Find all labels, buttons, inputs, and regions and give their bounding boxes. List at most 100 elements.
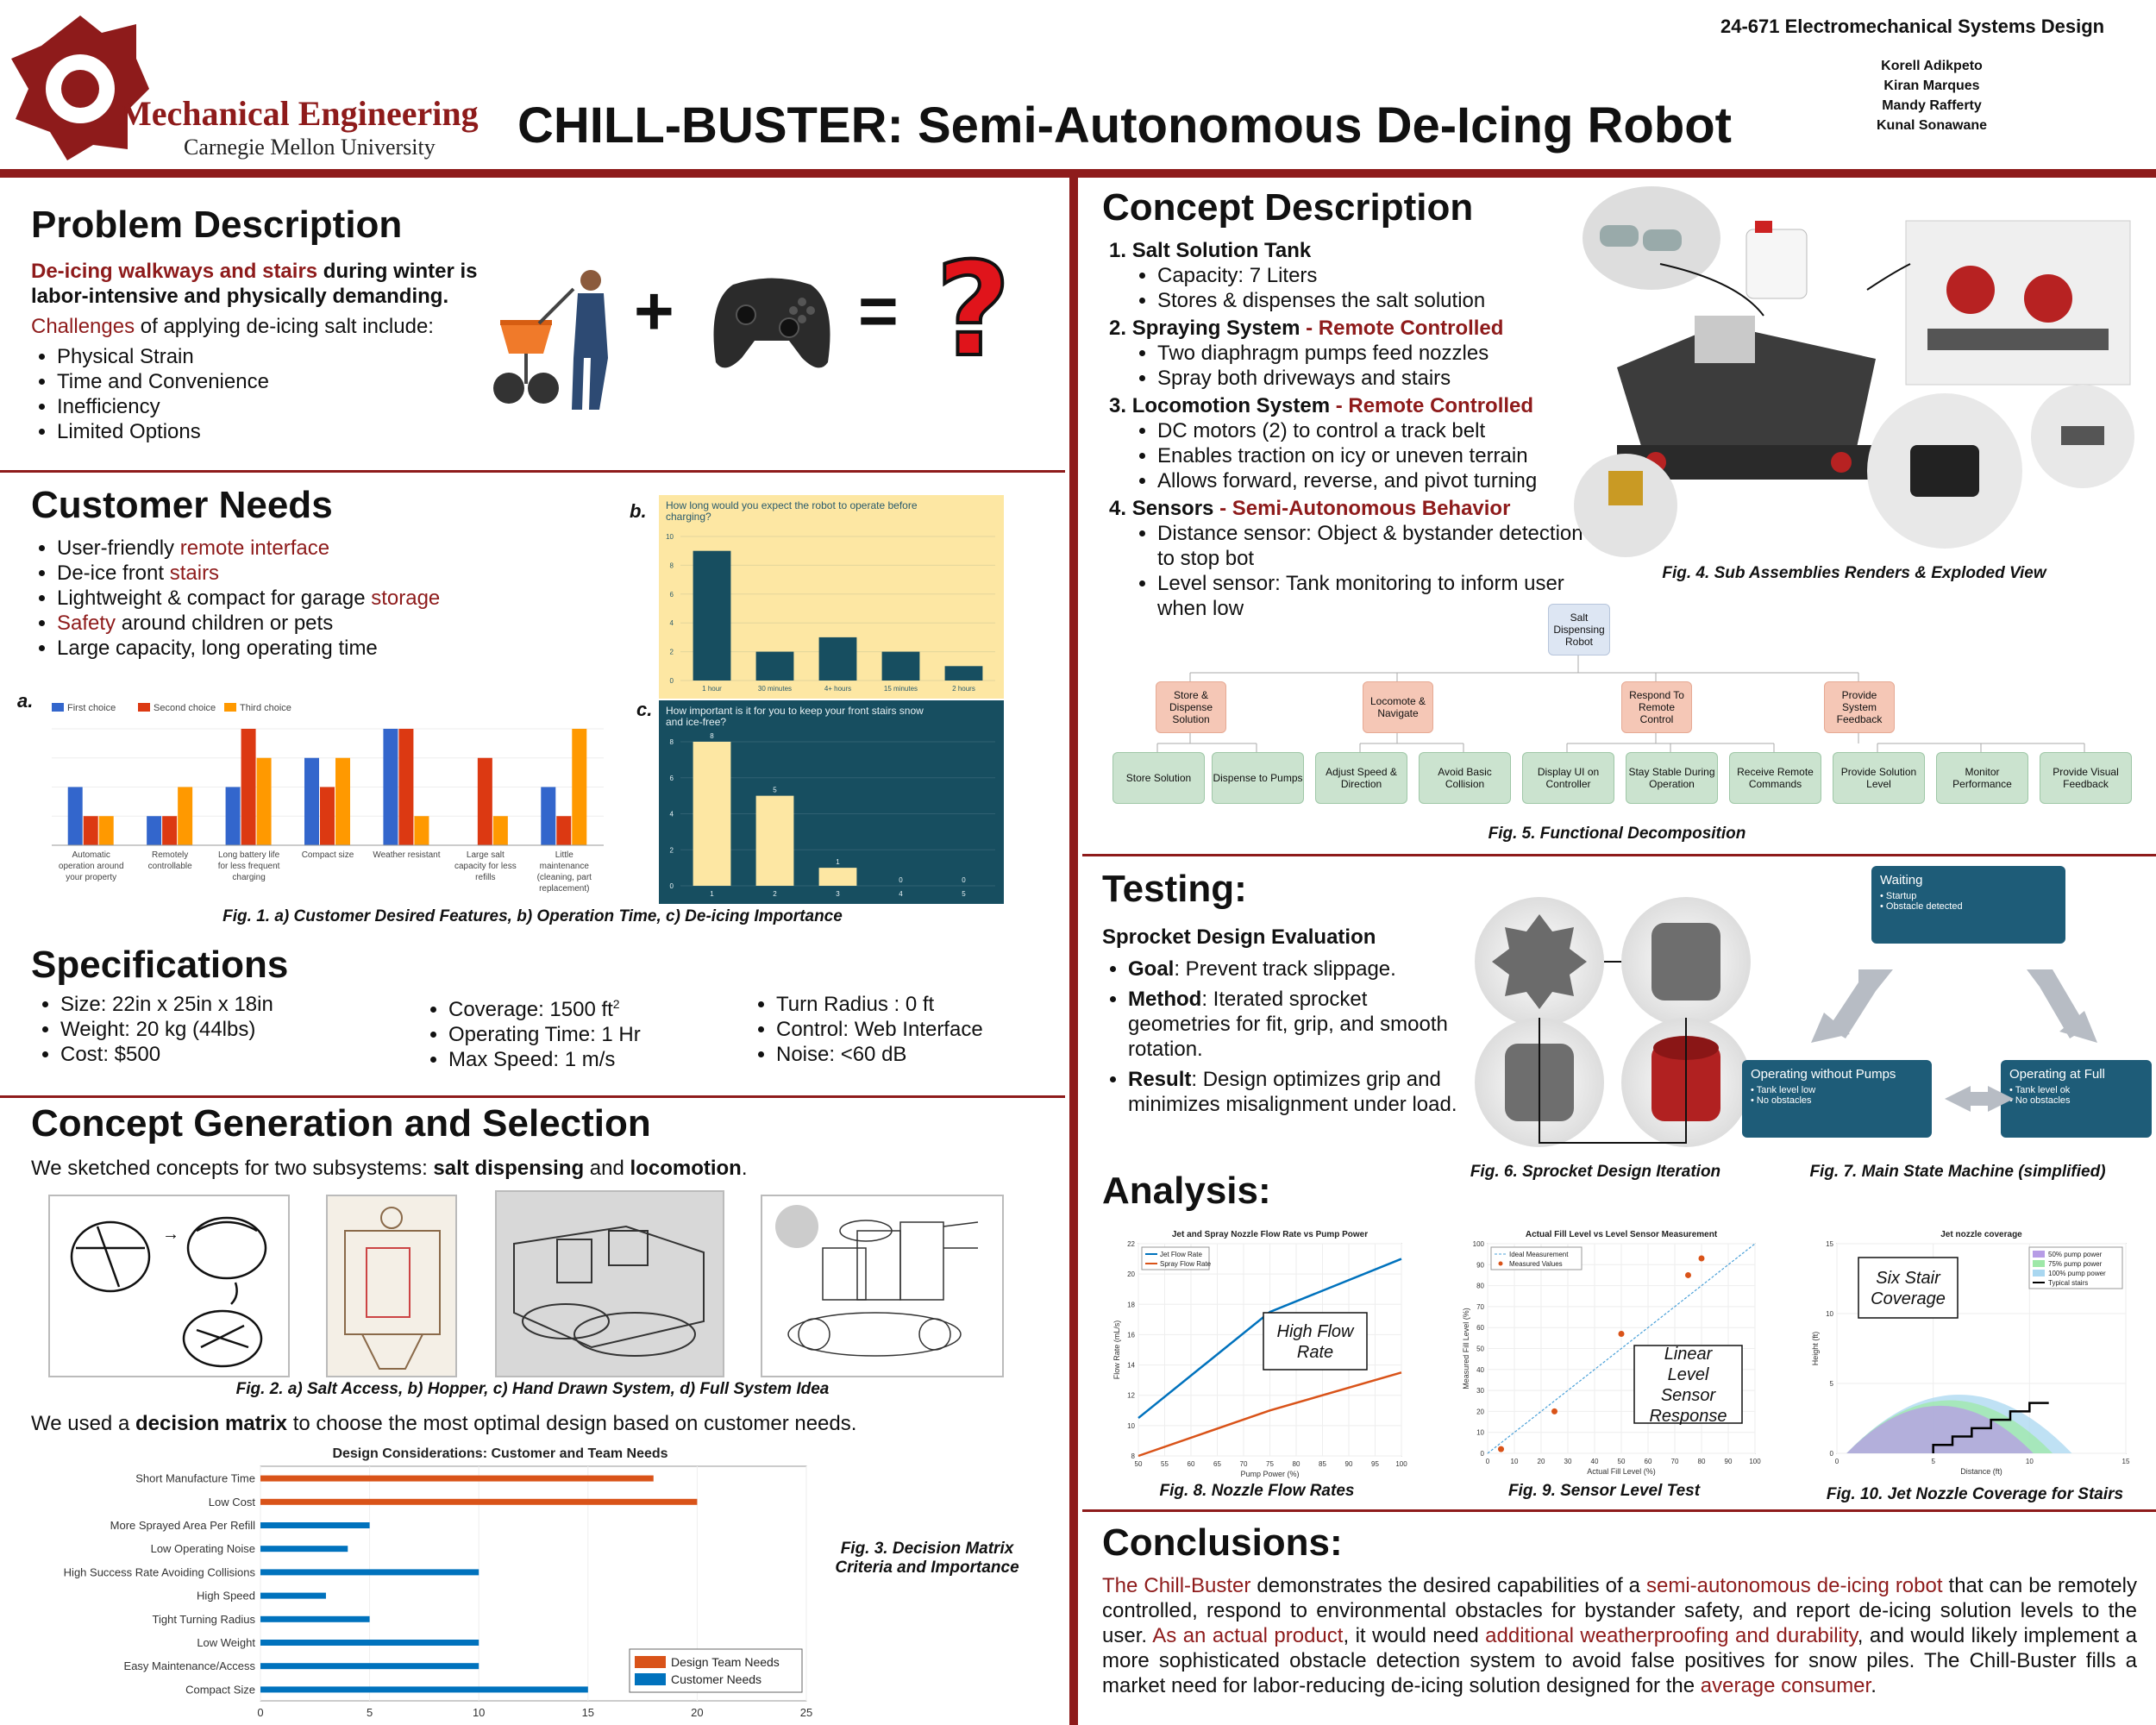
salt-spreader-image (493, 270, 608, 410)
x-tick: 15 (2122, 1458, 2130, 1465)
legend-label: Typical stairs (2048, 1279, 2088, 1287)
tick-label: capacity for less (454, 862, 517, 871)
fig1b-label: b. (630, 500, 647, 522)
x-tick: 2 (773, 890, 777, 898)
list-item: Spray both driveways and stairs (1157, 366, 1585, 391)
concept-item-list: Two diaphragm pumps feed nozzlesSpray bo… (1102, 341, 1585, 391)
legend-label: First choice (67, 703, 116, 713)
bar (260, 1615, 370, 1622)
bar (335, 757, 350, 845)
stairs-line (1932, 1402, 2049, 1453)
state-operating-without-pumps: Operating without Pumps • Tank level low… (1742, 1060, 1932, 1138)
legend (1490, 1246, 1583, 1270)
section-divider (1082, 854, 2156, 856)
legend-swatch (224, 703, 236, 712)
legend-swatch (2033, 1251, 2045, 1258)
conclusion-text-span: , and would likely implement a more soph… (1102, 1624, 2138, 1697)
tick-label: Large salt (467, 850, 505, 860)
series-line (1138, 1258, 1402, 1420)
category-label: Low Cost (209, 1496, 256, 1509)
data-point (1698, 1255, 1705, 1262)
challenges-list: Physical Strain Time and Convenience Ine… (31, 344, 514, 444)
author-list: Korell Adikpeto Kiran Marques Mandy Raff… (1854, 56, 2009, 135)
y-tick: 8 (1131, 1452, 1136, 1460)
chart-title: Jet nozzle coverage (1940, 1230, 2022, 1239)
testing-list: Goal: Prevent track slippage. Method: It… (1102, 957, 1464, 1117)
tick-label: operation around (59, 862, 124, 871)
y-tick: 12 (1127, 1392, 1135, 1400)
annotation-text: Six Stair (1876, 1269, 1941, 1288)
problem-lead-red: De-icing walkways and stairs (31, 260, 318, 283)
bar (755, 795, 794, 886)
concept-item-list: DC motors (2) to control a track beltEna… (1102, 418, 1585, 493)
list-item: DC motors (2) to control a track belt (1157, 418, 1585, 443)
y-tick: 20 (1127, 1270, 1135, 1278)
concept-item-list: Distance sensor: Object & bystander dete… (1102, 521, 1585, 621)
section-divider (1082, 1509, 2156, 1512)
bar (83, 816, 98, 845)
fd-level2-node: Provide Solution Level (1833, 752, 1925, 804)
tick-label: (cleaning, part (537, 873, 592, 882)
robot-render-image (1574, 186, 2134, 557)
legend-label: 100% pump power (2048, 1270, 2106, 1277)
x-tick: 80 (1698, 1458, 1706, 1465)
specs-section: Specifications (31, 944, 1057, 987)
legend (1141, 1246, 1210, 1270)
list-item: Noise: <60 dB (776, 1042, 983, 1067)
annotation-text: High Flow (1277, 1322, 1355, 1341)
y-tick: 14 (1127, 1362, 1135, 1370)
chart-title: How long would you expect the robot to o… (666, 499, 918, 511)
y-tick: 70 (1476, 1303, 1484, 1311)
bar (260, 1498, 698, 1505)
x-tick: 5 (962, 890, 966, 898)
category-label: High Success Rate Avoiding Collisions (64, 1565, 256, 1578)
concept-desc-heading: Concept Description (1102, 186, 1474, 229)
testing-heading: Testing: (1102, 868, 1247, 910)
bar (320, 787, 335, 845)
list-item: Cost: $500 (60, 1042, 273, 1067)
conclusion-text-span: average consumer (1700, 1674, 1871, 1697)
bar (818, 637, 857, 681)
sketch-full-system (761, 1195, 1004, 1377)
y-tick: 0 (1830, 1450, 1834, 1458)
annotation-text: Linear (1664, 1345, 1714, 1364)
bar (304, 757, 319, 845)
bar (241, 729, 256, 845)
fd-level1-node: Locomote & Navigate (1363, 681, 1433, 733)
x-tick: 30 minutes (758, 685, 792, 693)
category-label: Short Manufacture Time (135, 1472, 255, 1485)
chart-title: How important is it for you to keep your… (666, 705, 924, 717)
legend-label: Design Team Needs (671, 1655, 780, 1669)
x-tick: 75 (1266, 1460, 1274, 1468)
concept-item-title: 2. Spraying System - Remote Controlled (1109, 317, 1504, 340)
fd-level2-node: Provide Visual Feedback (2040, 752, 2132, 804)
tick-label: Long battery life (218, 850, 280, 860)
annotation-text: Sensor (1661, 1386, 1717, 1405)
fd-level2-node: Monitor Performance (1936, 752, 2028, 804)
nozzle-flow-chart: Jet and Spray Nozzle Flow Rate vs Pump P… (1112, 1230, 1407, 1478)
y-tick: 15 (1826, 1240, 1833, 1248)
list-item: Size: 22in x 25in x 18in (60, 992, 273, 1017)
conclusion-text-span: demonstrates the desired capabilities of… (1250, 1574, 1646, 1597)
bar (944, 666, 983, 681)
author: Mandy Rafferty (1882, 98, 1982, 113)
fd-level2-node: Stay Stable During Operation (1626, 752, 1718, 804)
chart-title: Jet and Spray Nozzle Flow Rate vs Pump P… (1172, 1230, 1368, 1239)
author: Kiran Marques (1883, 78, 1980, 93)
conclusions-heading: Conclusions: (1102, 1521, 1343, 1564)
analysis-section: Analysis: (1102, 1170, 1271, 1213)
list-item: Two diaphragm pumps feed nozzles (1157, 341, 1585, 366)
series-line (1138, 1371, 1402, 1458)
x-axis-label: Distance (ft) (1960, 1467, 2002, 1476)
concept-item-title: 3. Locomotion System - Remote Controlled (1109, 394, 1534, 417)
x-tick: 0 (1486, 1458, 1490, 1465)
list-item: Result: Design optimizes grip and minimi… (1128, 1067, 1464, 1117)
legend-swatch (2033, 1260, 2045, 1267)
list-item: Limited Options (57, 419, 514, 444)
y-axis-label: Measured Fill Level (%) (1462, 1308, 1470, 1389)
category-label: High Speed (197, 1590, 255, 1603)
x-tick: 20 (691, 1706, 703, 1719)
author: Korell Adikpeto (1881, 59, 1983, 73)
legend-swatch (1498, 1261, 1503, 1266)
data-label: 8 (710, 732, 714, 740)
